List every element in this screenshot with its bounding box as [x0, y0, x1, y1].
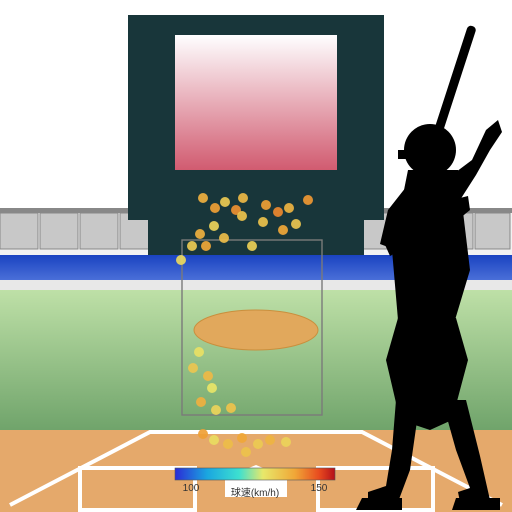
pitch-marker — [220, 197, 230, 207]
pitch-marker — [176, 255, 186, 265]
pitch-marker — [258, 217, 268, 227]
pitch-marker — [203, 371, 213, 381]
pitch-marker — [201, 241, 211, 251]
legend-tick: 100 — [183, 483, 200, 494]
pitch-marker — [198, 193, 208, 203]
pitch-marker — [219, 233, 229, 243]
pitch-marker — [207, 383, 217, 393]
pitch-marker — [265, 435, 275, 445]
pitch-marker — [237, 211, 247, 221]
pitch-marker — [273, 207, 283, 217]
pitch-marker — [196, 397, 206, 407]
pitch-marker — [284, 203, 294, 213]
pitch-marker — [237, 433, 247, 443]
pitch-location-chart: 球速(km/h) 100 150 — [0, 0, 512, 512]
legend-tick: 150 — [311, 483, 328, 494]
pitch-marker — [194, 347, 204, 357]
pitch-marker — [226, 403, 236, 413]
pitch-marker — [210, 203, 220, 213]
pitch-marker — [187, 241, 197, 251]
pitch-marker — [253, 439, 263, 449]
pitch-marker — [281, 437, 291, 447]
pitch-marker — [241, 447, 251, 457]
pitch-marker — [291, 219, 301, 229]
pitch-marker — [209, 221, 219, 231]
pitch-marker — [238, 193, 248, 203]
pitch-marker — [195, 229, 205, 239]
pitch-marker — [261, 200, 271, 210]
legend-label: 球速(km/h) — [231, 486, 279, 499]
pitch-marker — [223, 439, 233, 449]
pitch-marker — [303, 195, 313, 205]
pitch-marker — [198, 429, 208, 439]
pitch-marker — [278, 225, 288, 235]
pitch-marker — [188, 363, 198, 373]
pitch-marker — [211, 405, 221, 415]
pitch-marker — [247, 241, 257, 251]
mound — [194, 310, 318, 350]
scoreboard — [128, 15, 384, 255]
pitch-marker — [209, 435, 219, 445]
